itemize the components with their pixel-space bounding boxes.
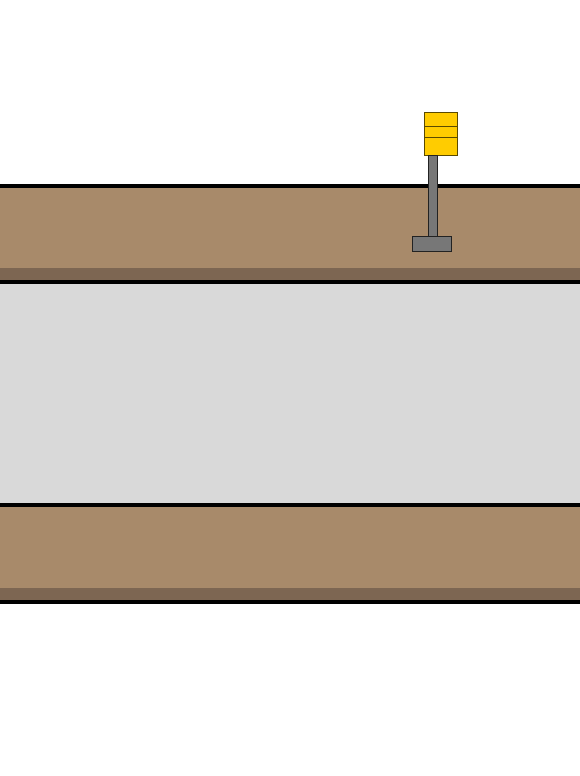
sign-base	[412, 236, 452, 252]
road	[0, 284, 580, 504]
sign-pole	[428, 155, 438, 237]
top-sidewalk-bottom-edge	[0, 280, 580, 284]
top-sidewalk	[0, 188, 580, 268]
sign-panel-bottom	[424, 137, 458, 156]
bottom-sidewalk	[0, 507, 580, 588]
sign-panel-top	[424, 112, 458, 127]
top-sidewalk-top-edge	[0, 184, 580, 188]
bottom-sidewalk-bottom-edge	[0, 600, 580, 604]
bottom-sidewalk-shadow	[0, 588, 580, 600]
top-sidewalk-shadow	[0, 268, 580, 280]
bottom-sidewalk-top-edge	[0, 503, 580, 507]
